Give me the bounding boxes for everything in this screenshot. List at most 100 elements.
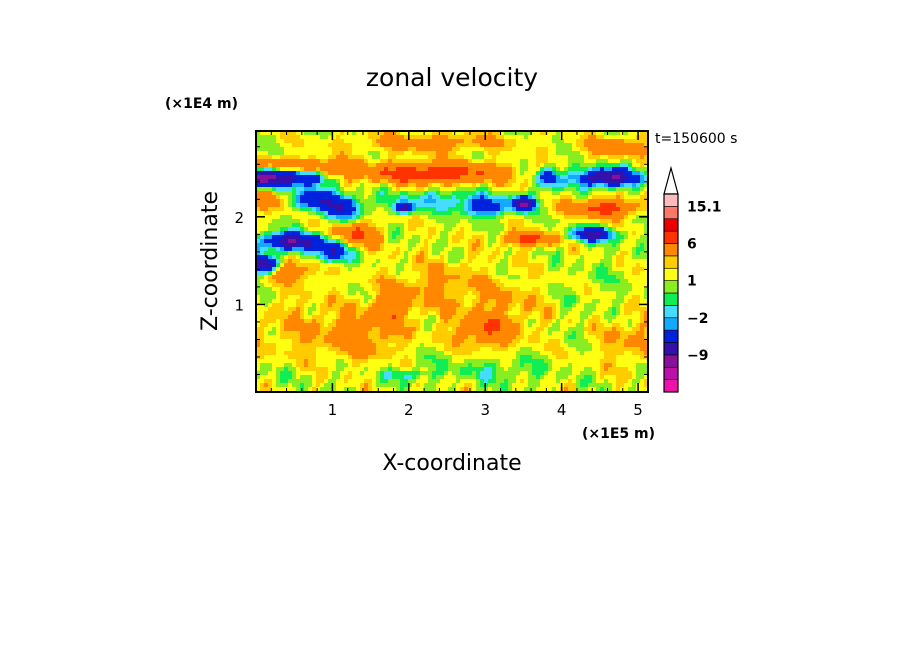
field-cell [556, 291, 561, 296]
field-cell [292, 255, 297, 260]
field-cell [432, 255, 437, 260]
field-cell [332, 143, 337, 148]
field-cell [392, 143, 397, 148]
field-cell [300, 207, 305, 212]
field-cell [296, 187, 301, 192]
field-cell [260, 171, 265, 176]
field-cell [600, 159, 605, 164]
field-cell [308, 227, 313, 232]
field-cell [428, 275, 433, 280]
field-cell [268, 251, 273, 256]
field-cell [452, 315, 457, 320]
field-cell [380, 211, 385, 216]
field-cell [412, 187, 417, 192]
field-cell [376, 287, 381, 292]
field-cell [484, 255, 489, 260]
field-cell [408, 311, 413, 316]
field-cell [464, 199, 469, 204]
field-cell [516, 191, 521, 196]
field-cell [560, 275, 565, 280]
field-cell [372, 247, 377, 252]
field-cell [472, 263, 477, 268]
field-cell [444, 179, 449, 184]
field-cell [348, 311, 353, 316]
field-cell [308, 263, 313, 268]
field-cell [504, 207, 509, 212]
field-cell [644, 235, 648, 240]
field-cell [576, 267, 581, 272]
field-cell [388, 263, 393, 268]
field-cell [464, 179, 469, 184]
field-cell [332, 303, 337, 308]
field-cell [348, 267, 353, 272]
field-cell [528, 275, 533, 280]
field-cell [368, 291, 373, 296]
field-cell [368, 307, 373, 312]
field-cell [392, 235, 397, 240]
field-cell [300, 327, 305, 332]
field-cell [364, 187, 369, 192]
field-cell [320, 283, 325, 288]
field-cell [488, 199, 493, 204]
field-cell [644, 231, 648, 236]
field-cell [508, 243, 513, 248]
field-cell [572, 227, 577, 232]
field-cell [356, 143, 361, 148]
field-cell [392, 175, 397, 180]
field-cell [280, 287, 285, 292]
field-cell [268, 191, 273, 196]
field-cell [384, 295, 389, 300]
field-cell [508, 195, 513, 200]
field-cell [620, 143, 625, 148]
field-cell [556, 263, 561, 268]
field-cell [628, 259, 633, 264]
field-cell [580, 311, 585, 316]
field-cell [480, 135, 485, 140]
field-cell [600, 135, 605, 140]
field-cell [520, 171, 525, 176]
field-cell [400, 179, 405, 184]
field-cell [540, 307, 545, 312]
field-cell [356, 319, 361, 324]
field-cell [472, 191, 477, 196]
field-cell [536, 143, 541, 148]
field-cell [364, 315, 369, 320]
field-cell [336, 255, 341, 260]
field-cell [448, 195, 453, 200]
field-cell [308, 323, 313, 328]
field-cell [324, 131, 329, 136]
field-cell [584, 287, 589, 292]
field-cell [568, 239, 573, 244]
field-cell [480, 315, 485, 320]
field-cell [384, 287, 389, 292]
field-cell [556, 195, 561, 200]
field-cell [528, 311, 533, 316]
field-cell [596, 219, 601, 224]
field-cell [512, 135, 517, 140]
field-cell [288, 159, 293, 164]
field-cell [460, 223, 465, 228]
field-cell [304, 319, 309, 324]
field-cell [432, 239, 437, 244]
field-cell [300, 191, 305, 196]
field-cell [632, 331, 637, 336]
field-cell [304, 295, 309, 300]
field-cell [560, 211, 565, 216]
field-cell [368, 199, 373, 204]
field-cell [412, 135, 417, 140]
field-cell [404, 283, 409, 288]
field-cell [500, 143, 505, 148]
field-cell [464, 303, 469, 308]
field-cell [616, 227, 621, 232]
field-cell [360, 287, 365, 292]
field-cell [356, 191, 361, 196]
field-cell [312, 183, 317, 188]
field-cell [484, 179, 489, 184]
field-cell [644, 275, 648, 280]
field-cell [524, 183, 529, 188]
field-cell [600, 183, 605, 188]
field-cell [296, 303, 301, 308]
field-cell [376, 183, 381, 188]
field-cell [400, 239, 405, 244]
field-cell [588, 171, 593, 176]
